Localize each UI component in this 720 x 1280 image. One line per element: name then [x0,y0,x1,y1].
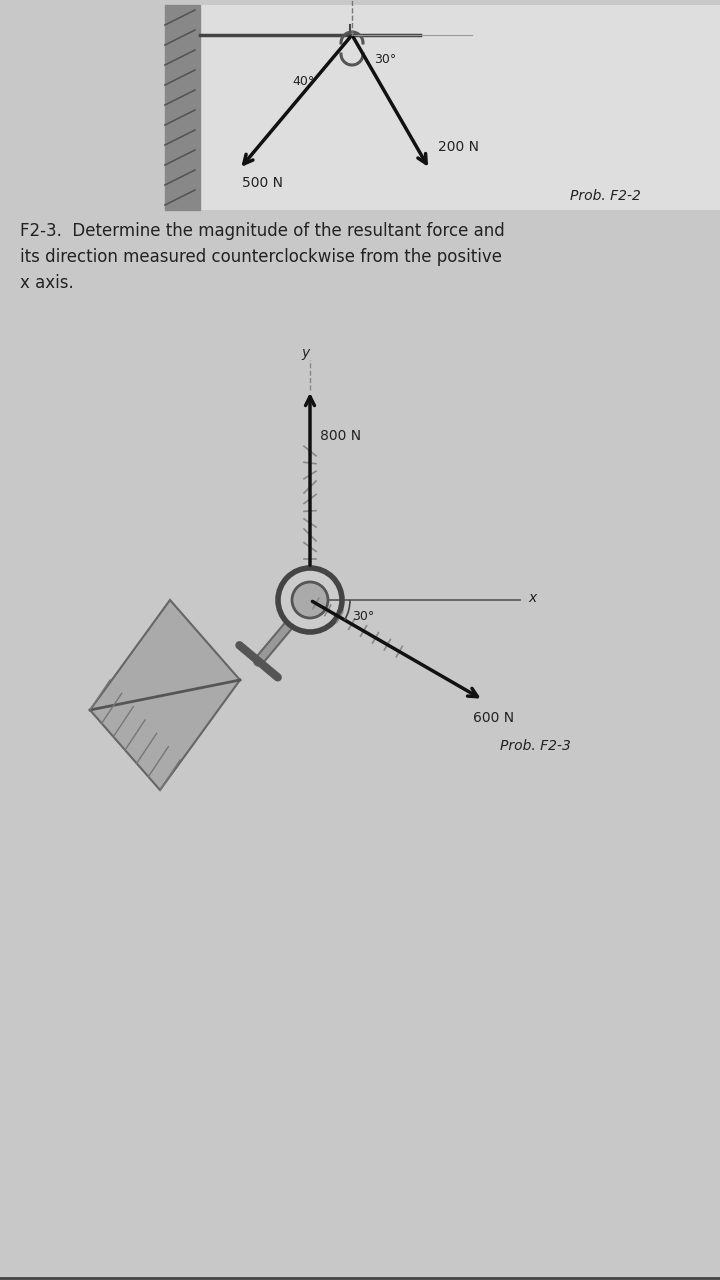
Text: x: x [528,591,536,605]
FancyBboxPatch shape [165,5,720,210]
Text: y: y [301,346,309,360]
Text: 30°: 30° [352,611,374,623]
Text: 600 N: 600 N [473,710,514,724]
Text: Prob. F2-3: Prob. F2-3 [500,739,571,753]
Bar [165,5,200,210]
Text: x axis.: x axis. [20,274,73,292]
Text: F2-3.  Determine the magnitude of the resultant force and: F2-3. Determine the magnitude of the res… [20,221,505,241]
Polygon shape [90,600,240,790]
Text: its direction measured counterclockwise from the positive: its direction measured counterclockwise … [20,248,502,266]
Text: Prob. F2-2: Prob. F2-2 [570,189,641,204]
Text: 40°: 40° [292,76,314,88]
Circle shape [292,582,328,618]
Text: 30°: 30° [374,52,396,67]
Text: 200 N: 200 N [438,141,479,154]
Circle shape [278,568,342,632]
Text: 500 N: 500 N [241,177,282,189]
Text: 800 N: 800 N [320,429,361,443]
